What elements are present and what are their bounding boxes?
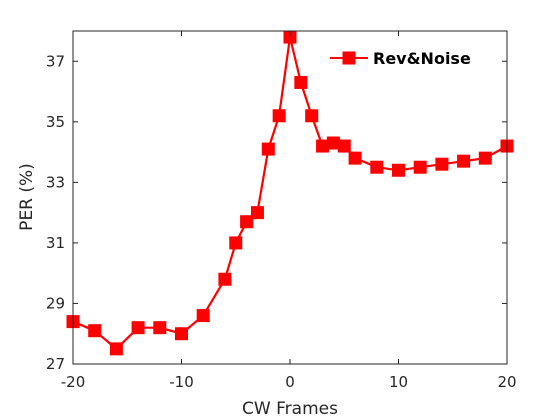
y-tick-label: 29: [46, 294, 65, 312]
data-point: [175, 327, 188, 341]
x-tick-label: 0: [285, 373, 295, 391]
axes-layer: -20 -10 0 10 20 27 29 31 33 35 37: [46, 30, 517, 391]
data-point: [109, 342, 123, 356]
data-point: [413, 160, 427, 174]
data-point: [305, 109, 319, 123]
data-point: [478, 151, 492, 165]
data-point: [131, 321, 145, 335]
data-point: [457, 154, 471, 168]
plot-background: [73, 31, 507, 364]
data-point: [435, 157, 449, 171]
series-layer: [66, 30, 514, 356]
y-tick-label: 37: [46, 52, 65, 70]
data-point: [294, 75, 308, 89]
x-tick-label: -20: [61, 373, 86, 391]
data-point: [272, 109, 286, 123]
legend-marker: [342, 51, 356, 65]
y-tick-label: 31: [46, 234, 65, 252]
data-point: [218, 272, 232, 286]
data-point: [88, 324, 102, 338]
y-tick-label: 35: [46, 113, 65, 131]
y-axis-label: PER (%): [17, 163, 37, 231]
legend-label: Rev&Noise: [373, 49, 471, 68]
data-point: [326, 136, 340, 150]
data-point: [229, 236, 243, 250]
data-point: [348, 151, 362, 165]
x-tick-label: -10: [169, 373, 194, 391]
y-tick-label: 33: [46, 173, 65, 191]
data-point: [196, 309, 210, 323]
data-point: [261, 142, 275, 156]
data-point: [316, 139, 330, 153]
data-point: [240, 215, 254, 229]
y-tick-label: 27: [46, 355, 65, 373]
data-point: [337, 139, 351, 153]
data-point: [370, 160, 384, 174]
x-axis-label: CW Frames: [242, 399, 338, 419]
x-tick-label: 20: [497, 373, 516, 391]
data-point: [153, 321, 167, 335]
legend: Rev&Noise: [330, 49, 471, 68]
x-tick-label: 10: [389, 373, 408, 391]
data-point: [250, 206, 264, 220]
data-point: [392, 163, 405, 177]
